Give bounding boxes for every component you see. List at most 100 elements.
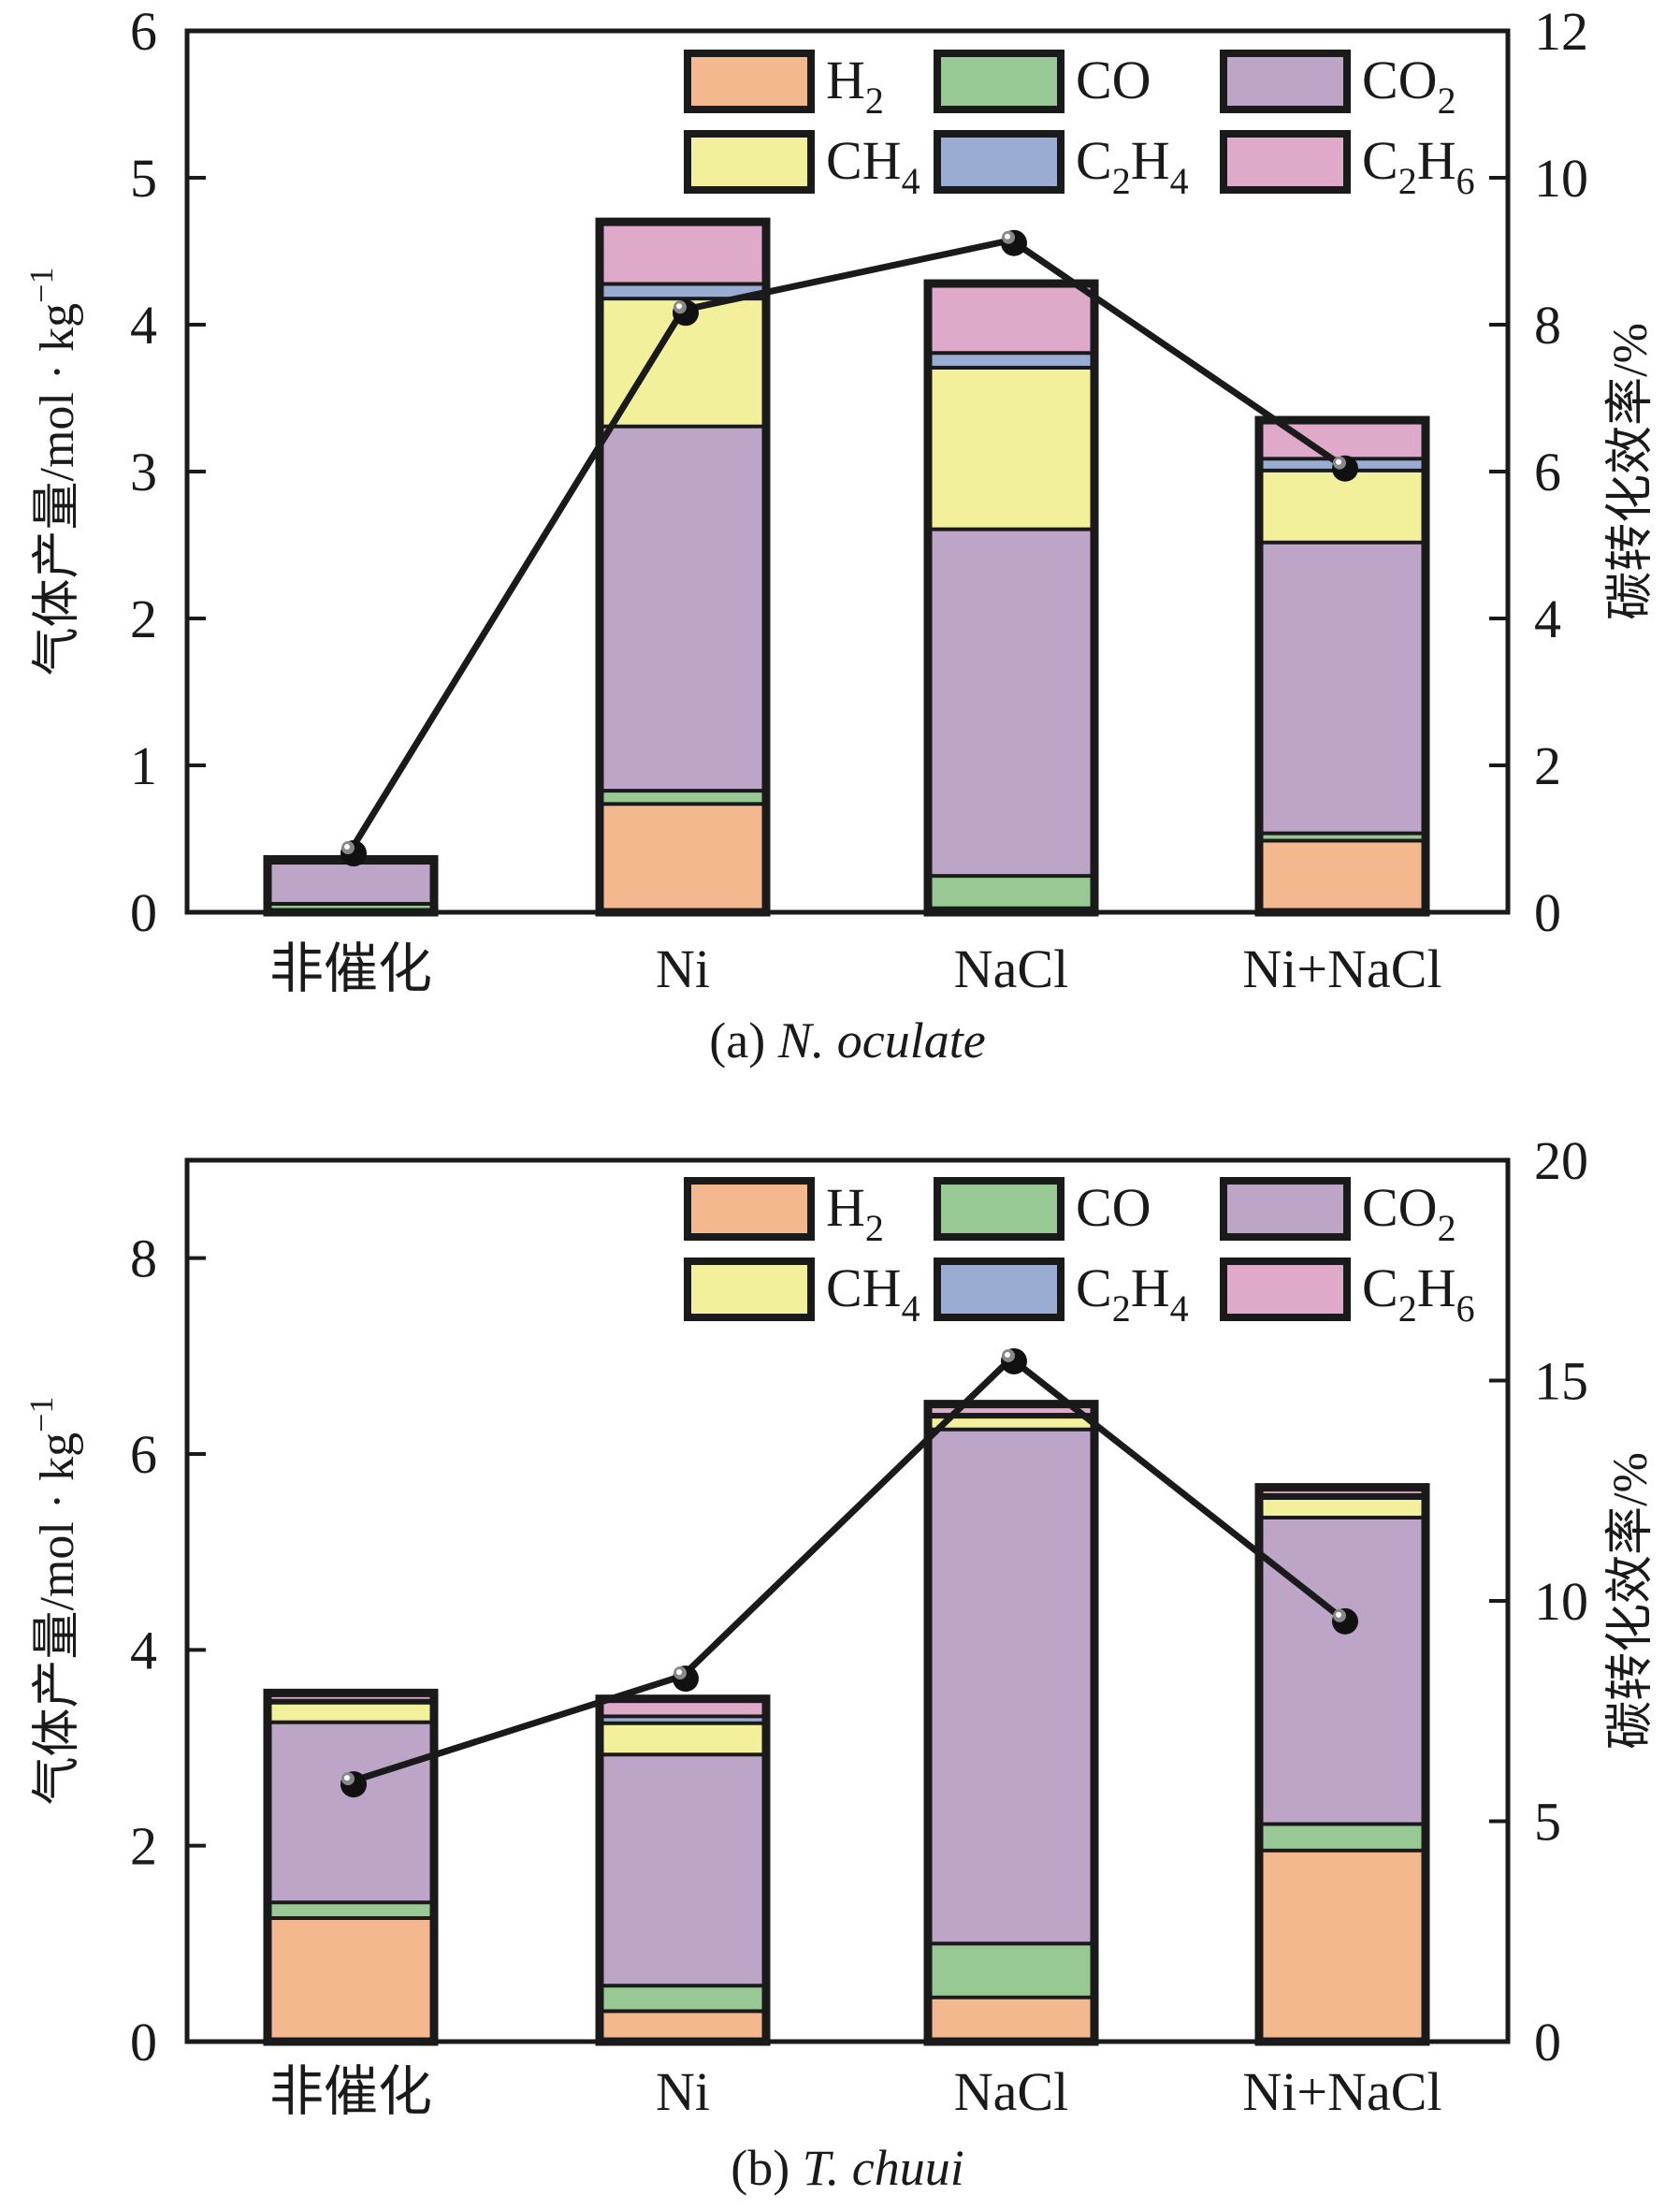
bar-stack-3 bbox=[1254, 415, 1430, 917]
caption-species: T. chuui bbox=[803, 2140, 964, 2196]
bar-stack-3 bbox=[1254, 1483, 1430, 2046]
legend-label-tail: H bbox=[1131, 1258, 1170, 1318]
line-marker-2 bbox=[1001, 1347, 1027, 1374]
line-path bbox=[349, 1355, 1345, 1785]
legend-label-base: CO bbox=[1076, 50, 1151, 110]
legend-label-base: H bbox=[826, 50, 865, 110]
legend-swatch bbox=[684, 1177, 815, 1241]
marker-shine bbox=[1005, 1351, 1010, 1358]
legend-item-c2h4: C2H4 bbox=[934, 1258, 1189, 1330]
legend-label-sub: 2 bbox=[1438, 1207, 1456, 1249]
right-tick-label: 12 bbox=[1534, 1, 1588, 62]
legend-label-tail: H bbox=[1131, 130, 1170, 191]
legend-label-base: C bbox=[1076, 130, 1112, 191]
legend-label: CO bbox=[1076, 50, 1151, 110]
line-marker-3 bbox=[1332, 1607, 1358, 1635]
right-tick-label: 15 bbox=[1534, 1351, 1588, 1412]
legend-swatch bbox=[1220, 1177, 1351, 1241]
legend-label-base: C bbox=[1362, 1258, 1398, 1318]
legend-item-c2h6: C2H6 bbox=[1220, 130, 1475, 202]
legend-label-sub: 2 bbox=[865, 80, 884, 122]
right-axis-title: 碳转化效率/% bbox=[1604, 323, 1658, 620]
legend-label: CH4 bbox=[826, 130, 920, 202]
legend-label-sub: 2 bbox=[1112, 160, 1131, 202]
legend-item-h2: H2 bbox=[684, 50, 884, 122]
legend-label-base: C bbox=[1362, 130, 1398, 191]
legend-label-sub: 4 bbox=[902, 1287, 920, 1330]
legend-item-ch4: CH4 bbox=[684, 1258, 920, 1330]
legend-swatch bbox=[1220, 1258, 1351, 1321]
bar-segment-c2h6 bbox=[928, 284, 1094, 352]
category-label: Ni+NaCl bbox=[1242, 938, 1441, 999]
line-marker-1 bbox=[673, 1665, 699, 1693]
bar-segment-co2 bbox=[600, 1752, 766, 1985]
legend-label-sub2: 4 bbox=[1170, 160, 1189, 202]
right-tick-label: 10 bbox=[1534, 148, 1588, 209]
bar-stack-2 bbox=[923, 279, 1099, 917]
bar-segment-co bbox=[928, 874, 1094, 907]
left-tick-label: 2 bbox=[130, 589, 157, 649]
marker-shine bbox=[676, 1669, 682, 1676]
bar-segment-co2 bbox=[1259, 540, 1426, 832]
right-axis: 0 2 4 6 8 10 12 bbox=[1489, 1, 1588, 943]
legend-item-co2: CO2 bbox=[1220, 50, 1456, 122]
bar-segment-co2 bbox=[600, 424, 766, 790]
bar-segment-c2h6 bbox=[600, 222, 766, 283]
caption-species: N. oculate bbox=[777, 1012, 986, 1069]
legend-label: C2H4 bbox=[1076, 130, 1189, 202]
left-tick-label: 2 bbox=[130, 1816, 157, 1877]
left-tick-label: 0 bbox=[130, 882, 157, 943]
left-tick-label: 4 bbox=[130, 1620, 157, 1680]
legend-label-base: CO bbox=[1076, 1177, 1151, 1238]
caption-prefix: (b) bbox=[731, 2140, 802, 2196]
x-axis: 非催化 Ni NaCl Ni+NaCl bbox=[269, 2061, 1442, 2122]
legend-label-base: CH bbox=[826, 130, 902, 191]
legend-item-c2h6: C2H6 bbox=[1220, 1258, 1475, 1330]
marker-shine bbox=[1336, 458, 1341, 465]
legend-label-base: CO bbox=[1362, 1177, 1438, 1238]
left-tick-label: 6 bbox=[130, 1424, 157, 1485]
chart-caption: (b) T. chuui bbox=[731, 2140, 963, 2196]
bars bbox=[263, 217, 1430, 917]
left-axis: 0 2 4 6 8 bbox=[130, 1229, 206, 2072]
bar-segment-ch4 bbox=[600, 1721, 766, 1753]
category-label: NaCl bbox=[954, 938, 1068, 999]
legend-label-sub2: 6 bbox=[1456, 160, 1475, 202]
bar-segment-co bbox=[600, 1984, 766, 2010]
bar-stack-0 bbox=[263, 1688, 439, 2046]
legend-label-sub: 2 bbox=[1438, 80, 1456, 122]
legend-item-ch4: CH4 bbox=[684, 130, 920, 202]
legend-swatch bbox=[1220, 50, 1351, 113]
legend-label-base: H bbox=[826, 1177, 865, 1238]
line-marker-3 bbox=[1332, 455, 1358, 482]
legend-swatch bbox=[934, 50, 1064, 113]
legend-swatch bbox=[684, 1258, 815, 1321]
right-tick-label: 6 bbox=[1534, 442, 1561, 502]
line-marker-0 bbox=[340, 840, 367, 867]
x-axis: 非催化 Ni NaCl Ni+NaCl bbox=[269, 938, 1442, 999]
bar-segment-co2 bbox=[928, 1427, 1094, 1942]
left-axis-title-sup: −1 bbox=[22, 1397, 60, 1432]
legend-label: C2H6 bbox=[1362, 1258, 1475, 1330]
right-axis: 0 5 10 15 20 bbox=[1489, 1130, 1588, 2072]
left-axis-title-main: 气体产量/mol · kg bbox=[31, 303, 84, 676]
legend-label-sub2: 4 bbox=[1170, 1287, 1189, 1330]
line-marker-1 bbox=[673, 299, 699, 327]
bar-segment-co2 bbox=[928, 527, 1094, 875]
left-tick-label: 3 bbox=[130, 442, 157, 502]
legend-label: CO bbox=[1076, 1177, 1151, 1238]
legend-label-sub: 2 bbox=[1112, 1287, 1131, 1330]
legend-label: H2 bbox=[826, 1177, 884, 1249]
left-axis: 0 1 2 3 4 5 6 bbox=[130, 1, 206, 943]
left-axis-title: 气体产量/mol · kg−1 bbox=[22, 268, 84, 676]
bar-segment-co2 bbox=[268, 1720, 434, 1901]
legend-swatch bbox=[934, 1258, 1064, 1321]
bar-segment-co bbox=[1259, 1822, 1426, 1849]
legend-label-sub: 4 bbox=[902, 160, 920, 202]
legend-item-co2: CO2 bbox=[1220, 1177, 1456, 1249]
right-tick-label: 20 bbox=[1534, 1130, 1588, 1191]
category-label: Ni bbox=[656, 2061, 710, 2122]
legend-swatch bbox=[934, 130, 1064, 194]
